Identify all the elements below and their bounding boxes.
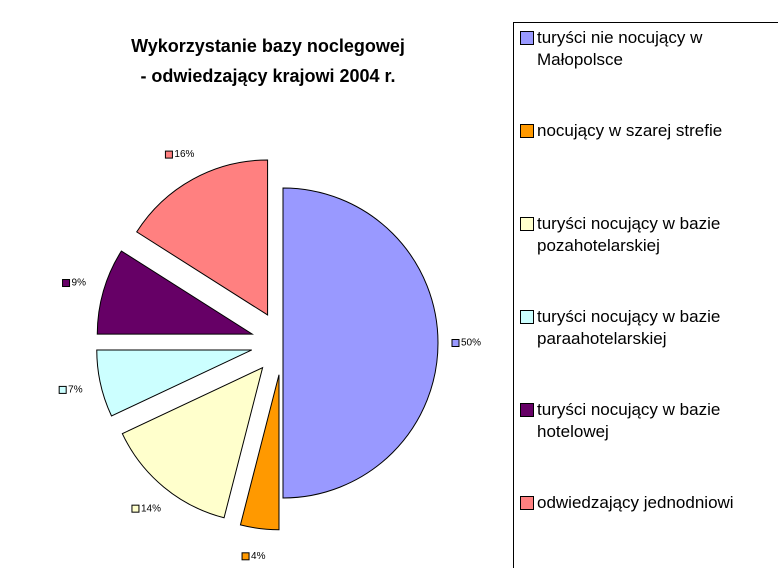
label-marker [451,339,460,347]
legend-swatch [520,403,534,417]
pie-slice [121,366,264,519]
legend-label: turyści nocujący w bazie pozahotelarskie… [537,214,721,255]
legend-label: turyści nie nocujący w Małopolsce [537,28,703,69]
legend-entry: turyści nocujący w bazie paraahotelarski… [520,306,735,350]
legend-label: turyści nocujący w bazie hotelowej [537,400,721,441]
pie-slice [239,374,280,531]
data-label: 4% [251,551,266,562]
legend-swatch [520,310,534,324]
legend-swatch [520,496,534,510]
legend-entry: nocujący w szarej strefie [520,120,735,142]
pie-slice [96,250,254,335]
label-marker [62,279,71,288]
chart-title: - odwiedzający krajowi 2004 r. [140,66,395,86]
data-label: 9% [72,278,87,289]
legend-label: odwiedzający jednodniowi [537,493,734,512]
legend-swatch [520,31,534,45]
chart-title: Wykorzystanie bazy noclegowej [131,36,405,56]
legend: turyści nie nocujący w Małopolsce nocując… [513,22,778,568]
label-marker [131,504,140,513]
label-marker [58,385,67,394]
data-label: 16% [174,149,194,160]
data-label: 7% [68,385,83,396]
legend-label: nocujący w szarej strefie [537,121,723,140]
pie-slice [282,187,439,499]
legend-entry: turyści nocujący w bazie pozahotelarskie… [520,213,735,257]
data-label: 14% [141,503,161,514]
legend-entry: odwiedzający jednodniowi [520,492,735,514]
legend-label: turyści nocujący w bazie paraahotelarski… [537,307,721,348]
label-marker [241,552,250,561]
label-marker [164,150,173,159]
data-label: 50% [461,338,481,349]
pie-slice [136,159,269,316]
pie-slice [96,349,252,417]
legend-swatch [520,217,534,231]
legend-swatch [520,124,534,138]
legend-entry: turyści nocujący w bazie hotelowej [520,399,735,443]
legend-entry: turyści nie nocujący w Małopolsce [520,27,735,71]
